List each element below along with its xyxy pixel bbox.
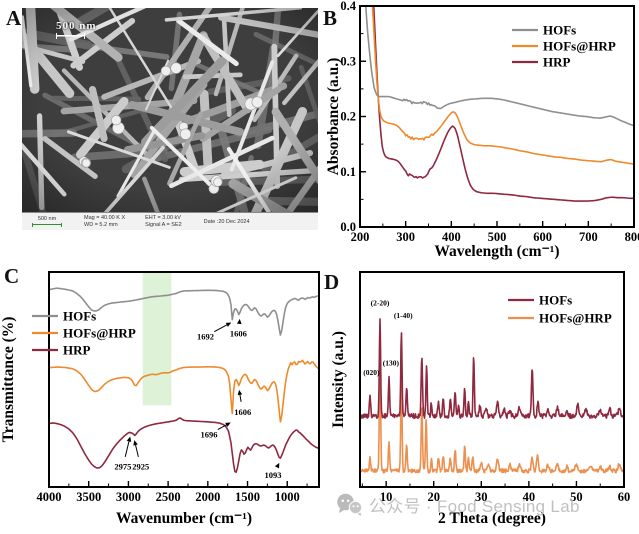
- sem-scalebar-line: [56, 33, 85, 39]
- svg-text:1696: 1696: [201, 429, 218, 439]
- svg-text:20: 20: [427, 490, 440, 504]
- svg-text:1500: 1500: [235, 490, 260, 504]
- uvvis-absorbance-chart: 200 300 400 500 600 700 800 0.0 0.1 0.2 0.3 0.4 Wave…: [326, 0, 639, 260]
- panel-d-label: D: [324, 270, 340, 294]
- svg-text:60: 60: [618, 490, 631, 504]
- svg-text:(020): (020): [363, 368, 380, 377]
- sem-infobar-scale-text: 500 nm: [37, 216, 57, 223]
- svg-text:1093: 1093: [264, 470, 281, 480]
- panel-c-label: C: [4, 264, 20, 288]
- svg-text:10: 10: [380, 490, 393, 504]
- svg-text:HOFs: HOFs: [539, 293, 572, 308]
- svg-text:HOFs: HOFs: [63, 309, 96, 324]
- sem-infobar-signal: Signal A = SE2: [145, 221, 182, 228]
- svg-text:4000: 4000: [37, 490, 62, 504]
- panel-a-label: A: [6, 6, 22, 30]
- svg-text:Intensity (a.u.): Intensity (a.u.): [330, 331, 347, 428]
- svg-text:400: 400: [442, 230, 461, 244]
- svg-text:0.4: 0.4: [340, 0, 356, 13]
- svg-text:Absorbance (a.u.): Absorbance (a.u.): [326, 58, 342, 176]
- svg-text:(1-40): (1-40): [394, 311, 413, 320]
- svg-text:1692: 1692: [197, 332, 214, 342]
- svg-text:3500: 3500: [76, 490, 101, 504]
- svg-text:HRP: HRP: [543, 55, 571, 70]
- svg-text:800: 800: [625, 230, 639, 244]
- sem-infobar-date: Date :20 Dec 2024: [203, 218, 250, 225]
- svg-text:Transmittance (%): Transmittance (%): [0, 317, 17, 443]
- svg-text:200: 200: [351, 230, 370, 244]
- svg-text:HOFs@HRP: HOFs@HRP: [63, 326, 136, 341]
- svg-text:50: 50: [570, 490, 583, 504]
- svg-text:Wavelength (cm⁻¹): Wavelength (cm⁻¹): [434, 243, 559, 260]
- svg-text:300: 300: [396, 230, 415, 244]
- ftir-transmittance-chart: 4000 3500 3000 2500 2000 1500 1000 Wavenumber (…: [0, 271, 320, 527]
- svg-text:500: 500: [488, 230, 507, 244]
- sem-scalebar: 500 nm: [56, 20, 97, 39]
- sem-infobar-scale-line: [32, 222, 62, 227]
- svg-text:1606: 1606: [230, 328, 247, 338]
- sem-infobar: 500 nm Mag = 40.00 K X WD = 5.2 mm EHT =…: [22, 212, 318, 230]
- sem-infobar-mag: Mag = 40.00 K X: [84, 214, 126, 221]
- svg-text:HOFs: HOFs: [543, 23, 576, 38]
- svg-text:2500: 2500: [156, 490, 181, 504]
- svg-text:HOFs@HRP: HOFs@HRP: [539, 311, 612, 326]
- sem-infobar-scale: 500 nm: [30, 216, 64, 227]
- svg-text:600: 600: [533, 230, 552, 244]
- svg-text:40: 40: [523, 490, 536, 504]
- sem-image: 500 nm 500 nm Mag = 40.00 K X WD = 5.2 m…: [22, 8, 318, 230]
- watermark: 公众号 · Food Sensing Lab: [336, 492, 580, 517]
- svg-text:0.2: 0.2: [340, 110, 356, 124]
- svg-text:0.1: 0.1: [340, 165, 356, 179]
- sem-infobar-mag-wd: Mag = 40.00 K X WD = 5.2 mm: [84, 215, 125, 229]
- svg-text:0.3: 0.3: [340, 54, 356, 68]
- svg-text:2925: 2925: [132, 462, 149, 472]
- svg-text:(2-20): (2-20): [371, 298, 390, 307]
- svg-text:3000: 3000: [116, 490, 141, 504]
- wechat-icon: [337, 493, 363, 516]
- svg-text:2 Theta (degree): 2 Theta (degree): [438, 510, 546, 527]
- xrd-intensity-chart: 10 20 30 40 50 60 2 Theta (degree) Intensity (a…: [330, 271, 631, 527]
- svg-text:HRP: HRP: [63, 343, 91, 358]
- sem-infobar-wd: WD = 5.2 mm: [84, 221, 118, 228]
- svg-text:0.0: 0.0: [340, 220, 356, 234]
- sem-infobar-eht-signal: EHT = 3.00 kV Signal A = SE2: [145, 215, 182, 229]
- svg-text:(130): (130): [383, 359, 400, 368]
- watermark-text: 公众号 · Food Sensing Lab: [369, 497, 580, 516]
- panel-b-label: B: [323, 6, 338, 30]
- svg-text:2975: 2975: [114, 462, 131, 472]
- svg-text:2000: 2000: [195, 490, 220, 504]
- svg-text:HOFs@HRP: HOFs@HRP: [543, 39, 616, 54]
- sem-scalebar-label: 500 nm: [56, 20, 97, 32]
- sem-micrograph-canvas: [22, 8, 318, 213]
- svg-text:700: 700: [579, 230, 598, 244]
- sem-infobar-eht: EHT = 3.00 kV: [145, 214, 181, 221]
- svg-text:1000: 1000: [275, 490, 300, 504]
- svg-text:30: 30: [475, 490, 488, 504]
- svg-text:1606: 1606: [234, 407, 251, 417]
- svg-text:Wavenumber (cm⁻¹): Wavenumber (cm⁻¹): [116, 510, 252, 527]
